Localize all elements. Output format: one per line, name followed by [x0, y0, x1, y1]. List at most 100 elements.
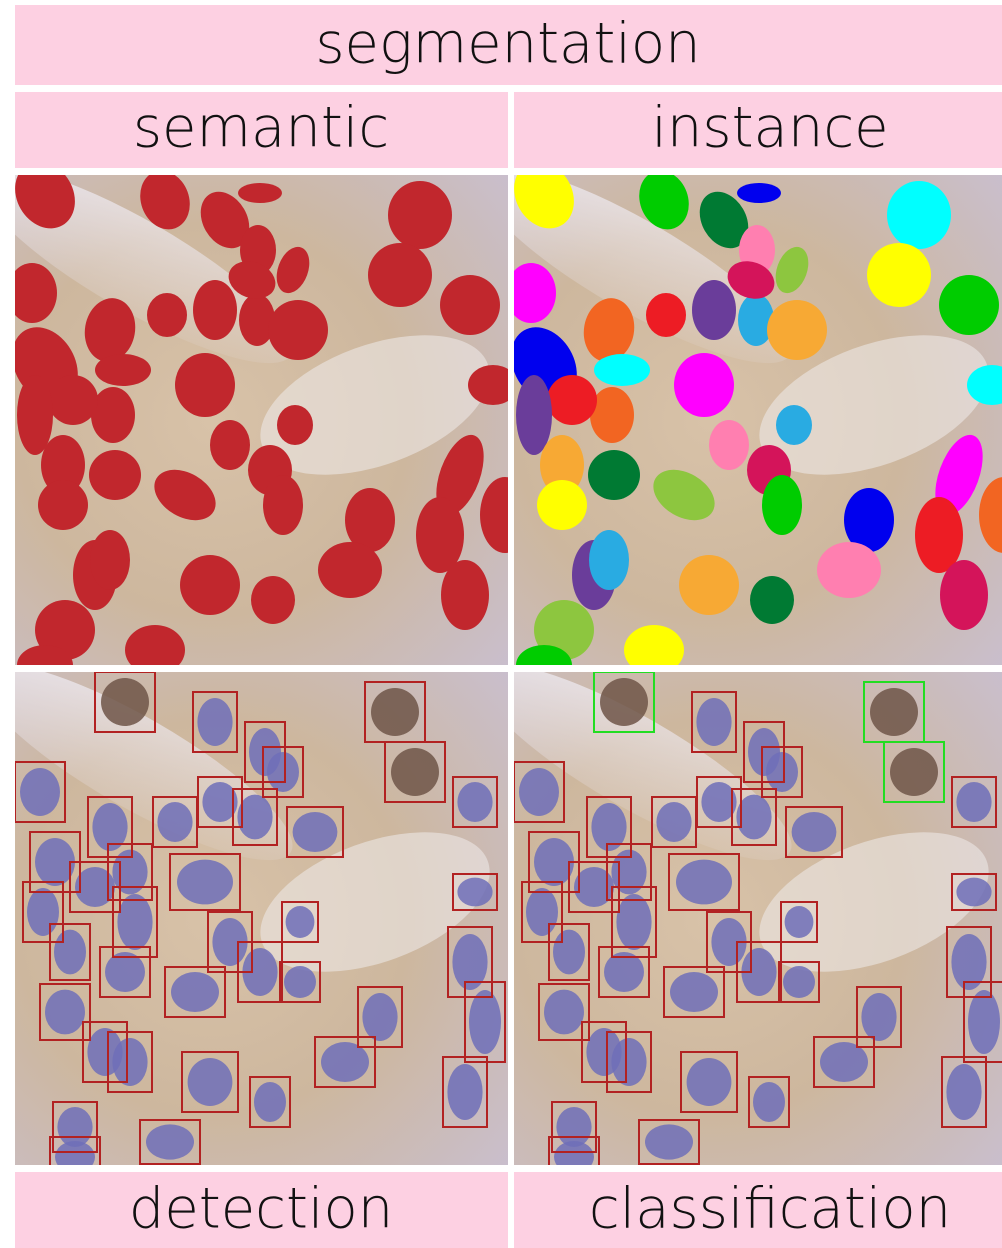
nucleus — [656, 802, 692, 842]
bounding-box — [452, 776, 498, 828]
nucleus — [574, 867, 614, 907]
nucleus-mask — [915, 497, 963, 573]
panel-label: detection — [129, 1176, 393, 1241]
nucleus-mask — [583, 298, 635, 362]
nucleus — [362, 993, 398, 1041]
nucleus-mask — [516, 375, 552, 455]
nucleus — [452, 934, 488, 990]
nucleus-mask — [738, 294, 774, 346]
nucleus-mask — [91, 387, 135, 443]
bounding-box — [963, 981, 1002, 1063]
nucleus — [946, 1064, 982, 1120]
nucleus — [591, 803, 627, 851]
nucleus — [117, 894, 153, 950]
bounding-box — [748, 1076, 790, 1128]
bounding-box — [49, 1136, 101, 1165]
nucleus — [187, 1058, 233, 1106]
bounding-box — [164, 966, 226, 1018]
nucleus — [27, 888, 59, 936]
bounding-box — [696, 776, 742, 828]
panel-label: instance — [651, 95, 888, 160]
header-title: segmentation — [315, 11, 700, 76]
nucleus-mask — [436, 434, 484, 516]
bounding-box — [941, 1056, 987, 1128]
nucleus — [20, 768, 60, 816]
nucleus — [267, 752, 299, 792]
nucleus — [105, 952, 145, 992]
nucleus-mask — [692, 280, 736, 340]
nucleus — [457, 782, 493, 822]
bounding-box — [668, 853, 740, 911]
bounding-box — [731, 788, 777, 846]
nucleus-mask — [737, 183, 781, 203]
nucleus-mask — [979, 477, 1002, 553]
nucleus — [753, 1082, 785, 1122]
nucleus-mask — [939, 275, 999, 335]
nucleus-mask — [590, 387, 634, 443]
bounding-box — [581, 1021, 627, 1083]
nucleus-mask — [41, 435, 85, 495]
nucleus — [611, 1038, 647, 1086]
nucleus — [112, 1038, 148, 1086]
nucleus-mask — [125, 625, 185, 665]
nucleus — [55, 1141, 95, 1165]
bounding-box — [606, 843, 652, 901]
bounding-box — [99, 946, 151, 998]
nucleus-mask — [17, 645, 73, 665]
nucleus — [35, 838, 75, 886]
nucleus — [75, 867, 115, 907]
nucleus — [285, 906, 315, 938]
nucleus-mask — [547, 375, 597, 425]
nucleus — [157, 802, 193, 842]
nucleus-mask — [594, 354, 650, 386]
label-band — [15, 1172, 508, 1248]
nucleus-mask — [935, 434, 983, 516]
nucleus — [171, 972, 219, 1012]
bounding-box — [87, 796, 133, 858]
nucleus-mask — [699, 191, 749, 249]
nucleus-mask — [940, 560, 988, 630]
bounding-box — [691, 691, 737, 753]
bounding-box — [112, 886, 158, 958]
bounding-box — [281, 901, 319, 943]
bounding-box — [951, 776, 997, 828]
nucleus — [676, 859, 732, 905]
nucleus-mask — [653, 469, 715, 521]
bounding-box — [813, 1036, 875, 1088]
bounding-box — [548, 1136, 600, 1165]
nucleus-mask — [679, 555, 739, 615]
nucleus — [701, 782, 737, 822]
nucleus — [45, 989, 85, 1035]
nucleus-mask — [514, 263, 556, 323]
nucleus — [534, 838, 574, 886]
bounding-box — [384, 741, 446, 803]
nucleus — [696, 698, 732, 746]
nucleus-mask — [844, 488, 894, 552]
nucleus-mask — [17, 375, 53, 455]
panel-label: semantic — [133, 95, 389, 160]
bounding-box — [514, 761, 565, 823]
nucleus — [870, 688, 918, 736]
nucleus-mask — [767, 300, 827, 360]
nucleus — [202, 782, 238, 822]
bounding-box — [551, 1101, 597, 1153]
nucleus — [391, 748, 439, 796]
bounding-box — [598, 946, 650, 998]
nucleus — [457, 877, 493, 907]
bounding-box — [593, 672, 655, 733]
nucleus-mask — [193, 280, 237, 340]
bounding-box — [244, 721, 286, 783]
bounding-box — [139, 1119, 201, 1165]
nucleus-mask — [540, 435, 584, 495]
nucleus — [519, 768, 559, 816]
nucleus — [890, 748, 938, 796]
bounding-box — [606, 1031, 652, 1093]
nucleus-mask — [90, 530, 130, 590]
bounding-box — [663, 966, 725, 1018]
bounding-box — [232, 788, 278, 846]
nucleus-mask — [238, 183, 282, 203]
bounding-box — [357, 986, 403, 1048]
nucleus — [544, 989, 584, 1035]
nucleus-mask — [762, 475, 802, 535]
label-band — [15, 92, 508, 168]
